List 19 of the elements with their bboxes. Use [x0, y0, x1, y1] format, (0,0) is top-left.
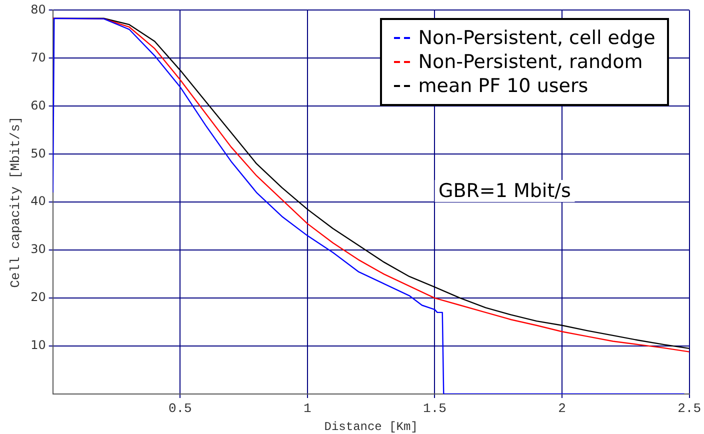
legend-label: Non-Persistent, random: [417, 50, 644, 74]
x-tick-label: 1: [304, 401, 312, 416]
y-tick-label: 30: [30, 242, 46, 256]
x-axis-title: Distance [Km]: [324, 420, 418, 434]
x-tick-label: 2: [558, 401, 566, 416]
x-tick-label: 1.5: [423, 401, 446, 416]
y-tick-label: 60: [30, 98, 46, 112]
annotation: GBR=1 Mbit/s: [434, 180, 575, 202]
x-tick-label: 2.5: [678, 401, 701, 416]
y-tick-label: 40: [30, 194, 46, 208]
y-tick-label: 50: [30, 146, 46, 160]
y-tick-label: 70: [30, 50, 46, 64]
legend-label: Non-Persistent, cell edge: [417, 26, 656, 50]
y-tick-label: 10: [30, 338, 46, 352]
y-tick-label: 20: [30, 290, 46, 304]
y-tick-label: 80: [30, 2, 46, 16]
y-axis-title: Cell capacity [Mbit/s]: [8, 116, 24, 288]
legend-label: mean PF 10 users: [417, 74, 590, 98]
x-tick-label: 0.5: [168, 401, 192, 416]
